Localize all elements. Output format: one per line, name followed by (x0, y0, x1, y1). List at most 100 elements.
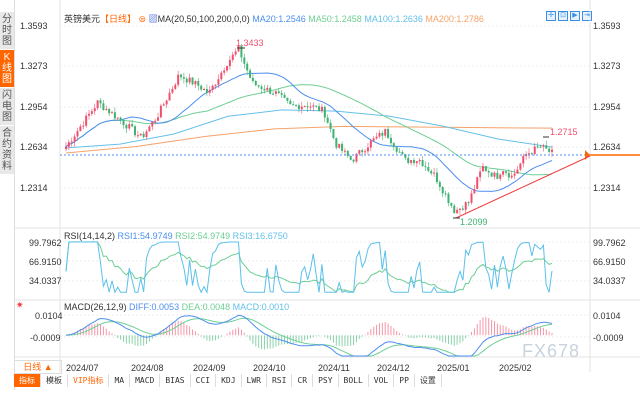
candle-body (410, 160, 413, 163)
candle-body (398, 151, 401, 153)
candle-body (200, 85, 203, 90)
tab-vol[interactable]: VOL (368, 374, 395, 387)
candle-body (412, 160, 415, 164)
macd-tick: 0.0104 (593, 311, 621, 321)
candle-body (513, 173, 516, 176)
price-tick-right: 1.2314 (593, 183, 621, 193)
candle-body (418, 160, 421, 162)
zoom-box-icon[interactable]: ⊡ (558, 11, 568, 21)
tab-pp[interactable]: PP (394, 374, 415, 387)
candle-body (274, 91, 277, 94)
candle-body (269, 87, 272, 94)
candle-body (251, 77, 254, 81)
candle-body (226, 66, 229, 71)
candle-body (88, 113, 91, 116)
rsi1-value: RSI1:54.9749 (117, 231, 173, 241)
candle-body (364, 151, 367, 153)
jump-end-icon[interactable]: ⇥ (582, 11, 592, 21)
tab-ma[interactable]: MA (109, 374, 131, 387)
tab-cr[interactable]: CR (292, 374, 314, 387)
candle-body (507, 172, 510, 178)
tab-rsi[interactable]: RSI (266, 374, 293, 387)
tab-bias[interactable]: BIAS (160, 374, 191, 387)
sidebar-item-contract-info[interactable]: 合约资料 (0, 126, 14, 175)
candle-body (168, 92, 171, 101)
candle-body (297, 105, 300, 110)
divider (14, 0, 15, 390)
sidebar-item-kline[interactable]: K线图 (0, 50, 14, 88)
candle-body (157, 117, 160, 121)
macd-diff-value: DIFF:0.0053 (129, 302, 180, 312)
period-selector[interactable]: 日线 ▲ (14, 360, 62, 374)
candle-body (473, 189, 476, 194)
ma20-line (65, 72, 553, 192)
settings-icon[interactable]: ⊜ (138, 14, 147, 24)
candle-body (479, 171, 482, 178)
sidebar-item-flash[interactable]: 闪电图 (0, 88, 14, 126)
candle-body (510, 175, 513, 178)
candle-body (493, 172, 496, 177)
candle-body (243, 57, 246, 64)
tab-boll[interactable]: BOLL (338, 374, 369, 387)
rsi3-value: RSI3:16.6750 (232, 231, 288, 241)
price-tick-right: 1.2954 (593, 102, 621, 112)
macd-hist-value: MACD:0.0010 (232, 302, 290, 312)
tab-psy[interactable]: PSY (313, 374, 339, 387)
macd-legend: MACD(26,12,9) DIFF:0.0053 DEA:0.0048 MAC… (64, 302, 289, 312)
candle-body (266, 87, 269, 91)
candle-body (381, 132, 384, 136)
candle-body (286, 97, 289, 101)
rsi-legend: RSI(14,14,2) RSI1:54.9749 RSI2:54.9749 R… (64, 231, 288, 241)
candle-body (481, 166, 484, 172)
candle-body (162, 104, 165, 106)
candle-body (424, 166, 427, 168)
candle-body (496, 172, 499, 179)
candle-body (438, 182, 441, 187)
candle-body (456, 209, 459, 214)
candle-body (177, 74, 180, 85)
sun-icon[interactable]: ✷ (16, 300, 24, 310)
crosshair-icon[interactable]: ✛ (546, 11, 556, 21)
tab-templates[interactable]: 模板 (41, 374, 68, 387)
price-tick-left: 1.2314 (20, 183, 48, 193)
tab-kdj[interactable]: KDJ (216, 374, 242, 387)
candle-body (548, 148, 551, 152)
time-label: 2024/08 (131, 363, 164, 373)
candle-body (395, 147, 398, 152)
candle-body (369, 140, 372, 148)
candle-body (401, 152, 404, 154)
candle-body (542, 145, 545, 147)
candle-body (228, 59, 231, 67)
tab-macd[interactable]: MACD (130, 374, 161, 387)
period-label: 【日线】 (100, 14, 137, 24)
ma20-value: MA20:1.2546 (252, 14, 306, 24)
candle-body (447, 193, 450, 203)
tab-indicators[interactable]: 指标 (14, 374, 41, 387)
candle-body (504, 171, 507, 173)
candle-body (533, 146, 536, 154)
indicator-icon[interactable]: ▨ (148, 14, 158, 24)
candle-body (430, 170, 433, 174)
tab-cci[interactable]: CCI (190, 374, 217, 387)
price-tick-right: 1.2634 (593, 142, 621, 152)
sidebar-item-time-sharing[interactable]: 分时图 (0, 12, 14, 50)
tab-lwr[interactable]: LWR (241, 374, 267, 387)
tab-vip-indicators[interactable]: VIP指标 (68, 374, 110, 387)
ma200-line (65, 125, 553, 154)
macd-dea-value: DEA:0.0048 (181, 302, 231, 312)
candle-body (119, 117, 122, 121)
rsi-tick: 99.7962 (29, 238, 62, 248)
candle-body (116, 117, 119, 119)
candle-body (234, 51, 237, 55)
candle-body (318, 106, 321, 112)
candle-body (352, 159, 355, 162)
play-icon[interactable]: ▶ (570, 11, 580, 21)
candle-body (142, 133, 145, 138)
tab-settings[interactable]: 设置 (414, 374, 442, 387)
candle-body (292, 104, 295, 106)
candle-body (476, 177, 479, 190)
time-label: 2024/09 (193, 363, 226, 373)
ma-legend: 英镑美元【日线】 ⊜ ▨MA(20,50,100,200,0,0) MA20:1… (64, 12, 484, 25)
candle-body (332, 129, 335, 139)
